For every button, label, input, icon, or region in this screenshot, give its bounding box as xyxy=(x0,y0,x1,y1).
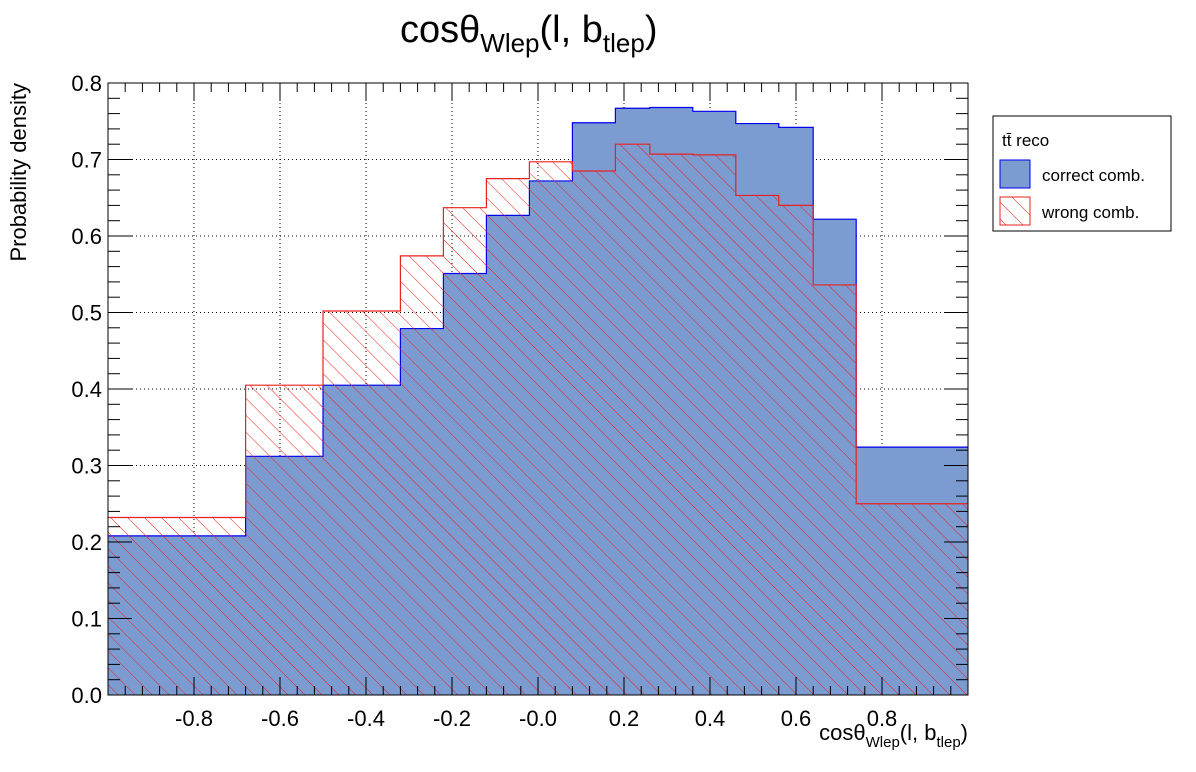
legend-label-correct: correct comb. xyxy=(1042,166,1145,185)
x-tick-label: 0.6 xyxy=(781,706,812,731)
x-tick-label: -0.0 xyxy=(519,706,557,731)
y-tick-label: 0.4 xyxy=(71,377,102,402)
axis-ticks xyxy=(107,82,969,696)
legend-title: tt̄ reco xyxy=(1002,131,1049,150)
y-tick-label: 0.7 xyxy=(71,148,102,173)
legend-swatch-correct xyxy=(999,159,1031,189)
y-axis-label: Probability density xyxy=(6,83,31,262)
series-outline-1 xyxy=(108,143,968,519)
x-tick-label: -0.4 xyxy=(347,706,385,731)
y-tick-label: 0.0 xyxy=(71,683,102,708)
x-tick-label: 0.8 xyxy=(867,706,898,731)
legend-swatch-wrong xyxy=(999,196,1031,226)
histogram-bars xyxy=(108,106,968,695)
x-tick-label: 0.4 xyxy=(695,706,726,731)
x-tick-label: 0.2 xyxy=(609,706,640,731)
x-tick-labels: -0.8 -0.6 -0.4 -0.2 -0.0 0.2 0.4 0.6 0.8 xyxy=(175,706,897,731)
x-axis-label: cosθWlep(l, btlep) xyxy=(819,720,968,751)
x-tick-label: -0.8 xyxy=(175,706,213,731)
y-tick-label: 0.2 xyxy=(71,530,102,555)
y-tick-label: 0.3 xyxy=(71,454,102,479)
y-tick-label: 0.8 xyxy=(71,71,102,96)
y-tick-label: 0.1 xyxy=(71,607,102,632)
legend: tt̄ reco correct comb. wrong comb. xyxy=(992,115,1172,232)
chart-title: cosθWlep(l, btlep) xyxy=(400,9,657,58)
y-tick-label: 0.5 xyxy=(71,301,102,326)
legend-label-wrong: wrong comb. xyxy=(1041,203,1139,222)
x-tick-label: -0.2 xyxy=(433,706,471,731)
x-tick-label: -0.6 xyxy=(261,706,299,731)
y-tick-labels: 0.0 0.1 0.2 0.3 0.4 0.5 0.6 0.7 0.8 xyxy=(71,71,102,708)
series-area-1 xyxy=(108,144,968,695)
y-tick-label: 0.6 xyxy=(71,224,102,249)
